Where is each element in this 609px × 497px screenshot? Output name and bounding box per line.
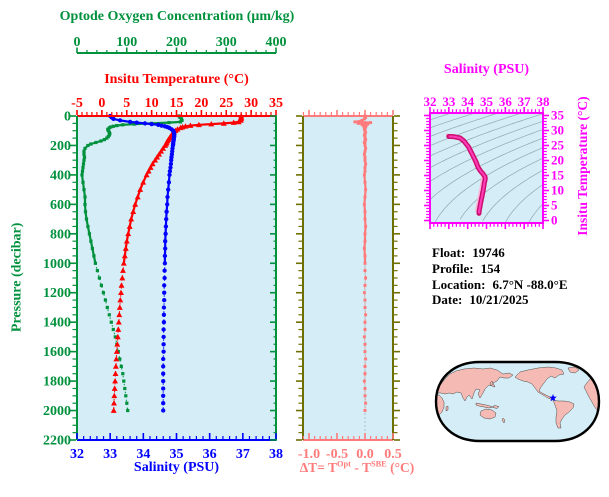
delta-t-axis-title: ΔT= TOpt - TSBE (°C): [288, 459, 426, 475]
info-row-float: Float: 19746: [432, 245, 568, 261]
density-contours: [431, 114, 542, 222]
svg-text:200: 200: [166, 35, 187, 50]
info-row-profile: Profile: 154: [432, 261, 568, 277]
svg-text:15: 15: [170, 96, 184, 111]
svg-text:5: 5: [123, 96, 130, 111]
svg-text:2200: 2200: [43, 434, 71, 449]
svg-text:1200: 1200: [43, 286, 71, 301]
svg-text:0: 0: [98, 96, 105, 111]
location-label: Location:: [432, 276, 486, 292]
float-value: 19746: [472, 245, 505, 260]
world-map: [434, 360, 601, 443]
svg-text:100: 100: [116, 35, 137, 50]
salinity-curve: [108, 113, 177, 413]
svg-text:0.0: 0.0: [356, 447, 374, 462]
svg-text:-5: -5: [71, 96, 83, 111]
ts-temperature-axis-title: Insitu Temperature (°C): [574, 96, 590, 236]
pressure-axis-title: Pressure (decibar): [9, 222, 25, 333]
svg-text:0.5: 0.5: [384, 447, 402, 462]
svg-text:33: 33: [442, 94, 456, 109]
svg-text:-0.5: -0.5: [326, 447, 348, 462]
svg-text:1600: 1600: [43, 345, 71, 360]
svg-text:35: 35: [170, 447, 184, 462]
svg-text:400: 400: [266, 35, 287, 50]
delta-title-part: - T: [350, 460, 371, 475]
svg-text:20: 20: [551, 153, 564, 168]
info-row-location: Location: 6.7°N -88.0°E: [432, 277, 568, 293]
svg-text:2000: 2000: [43, 404, 71, 419]
svg-text:38: 38: [537, 94, 551, 109]
delta-t-curve: [353, 114, 373, 412]
delta-plot-frame: -1.0 -0.5 0.0 0.5: [296, 110, 402, 462]
svg-text:32: 32: [70, 447, 84, 462]
svg-text:0: 0: [551, 213, 558, 228]
delta-title-part: ΔT= T: [299, 460, 337, 475]
date-value: 10/21/2025: [469, 292, 529, 308]
svg-text:-1.0: -1.0: [298, 447, 320, 462]
svg-text:15: 15: [551, 168, 565, 183]
svg-text:600: 600: [50, 198, 71, 213]
svg-text:35: 35: [480, 94, 494, 109]
ts-curve: [445, 133, 488, 216]
salinity-axis-title: Salinity (PSU): [133, 460, 220, 475]
temperature-axis-title: Insitu Temperature (°C): [104, 72, 249, 87]
svg-text:32: 32: [424, 94, 437, 109]
oxygen-axis: 0 100 200 300 400: [74, 35, 287, 54]
profile-info-block: Float: 19746 Profile: 154 Location: 6.7°N -…: [432, 245, 568, 308]
float-location-star-icon: [549, 394, 557, 402]
svg-text:20: 20: [194, 96, 208, 111]
profile-label: Profile:: [432, 260, 474, 276]
svg-text:200: 200: [50, 139, 71, 154]
profile-value: 154: [480, 260, 501, 276]
map-land: [436, 366, 599, 429]
svg-text:1000: 1000: [43, 257, 71, 272]
svg-text:300: 300: [216, 35, 237, 50]
svg-text:37: 37: [518, 94, 532, 109]
svg-text:37: 37: [236, 447, 250, 462]
oxygen-axis-title: Optode Oxygen Concentration (μm/kg): [59, 9, 295, 24]
date-label: Date:: [432, 292, 463, 308]
svg-text:30: 30: [551, 123, 564, 138]
temperature-curve: [110, 112, 245, 413]
info-row-date: Date: 10/21/2025: [432, 292, 568, 308]
svg-text:36: 36: [499, 94, 513, 109]
svg-text:35: 35: [551, 108, 565, 123]
plot-backgrounds: [77, 113, 543, 440]
location-value: 6.7°N -88.0°E: [492, 276, 568, 292]
svg-text:1800: 1800: [43, 375, 71, 390]
svg-text:35: 35: [269, 96, 283, 111]
svg-text:0: 0: [74, 35, 81, 50]
ts-salinity-axis-title: Salinity (PSU): [443, 62, 530, 77]
svg-text:10: 10: [145, 96, 159, 111]
svg-text:34: 34: [136, 447, 150, 462]
svg-text:5: 5: [551, 198, 558, 213]
svg-text:1400: 1400: [43, 316, 71, 331]
svg-text:33: 33: [103, 447, 117, 462]
svg-text:0: 0: [64, 110, 71, 125]
float-label: Float:: [432, 245, 466, 260]
svg-text:34: 34: [461, 94, 475, 109]
svg-text:36: 36: [203, 447, 217, 462]
svg-text:25: 25: [551, 138, 565, 153]
delta-title-part: (°C): [386, 460, 415, 475]
svg-text:400: 400: [50, 168, 71, 183]
svg-text:30: 30: [244, 96, 258, 111]
svg-text:38: 38: [269, 447, 283, 462]
delta-title-sup-opt: Opt: [337, 459, 351, 469]
delta-title-sup-sbe: SBE: [370, 459, 387, 469]
svg-text:25: 25: [219, 96, 233, 111]
svg-text:800: 800: [50, 227, 71, 242]
svg-text:10: 10: [551, 183, 564, 198]
